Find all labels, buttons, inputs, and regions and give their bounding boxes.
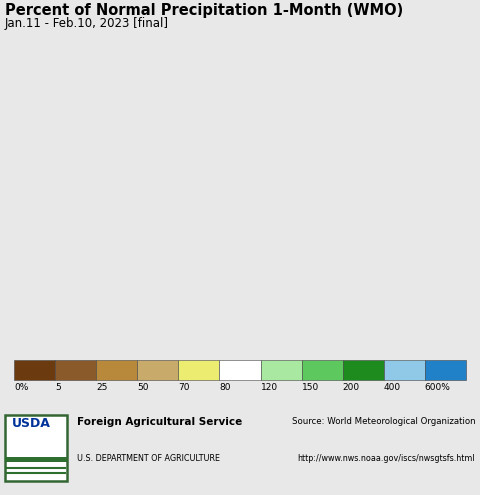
Bar [425,360,466,381]
Bar [55,360,96,381]
Text: Jan.11 - Feb.10, 2023 [final]: Jan.11 - Feb.10, 2023 [final] [5,17,169,30]
Bar [14,360,55,381]
Text: Source: World Meteorological Organization: Source: World Meteorological Organizatio… [291,417,475,426]
Text: 120: 120 [261,383,277,392]
Bar [96,360,137,381]
Text: 150: 150 [301,383,319,392]
Text: 70: 70 [179,383,190,392]
Text: Foreign Agricultural Service: Foreign Agricultural Service [77,417,242,427]
Text: 600%: 600% [425,383,450,392]
Text: 0%: 0% [14,383,29,392]
Text: 80: 80 [219,383,231,392]
Text: 5: 5 [55,383,61,392]
Bar [5,456,67,462]
Bar [384,360,425,381]
Text: 400: 400 [384,383,401,392]
Bar [179,360,219,381]
Text: 25: 25 [96,383,108,392]
Text: http://www.nws.noaa.gov/iscs/nwsgtsfs.html: http://www.nws.noaa.gov/iscs/nwsgtsfs.ht… [298,454,475,463]
Bar [343,360,384,381]
Text: USDA: USDA [12,417,51,430]
Bar [137,360,179,381]
Text: Percent of Normal Precipitation 1-Month (WMO): Percent of Normal Precipitation 1-Month … [5,3,403,18]
Bar [261,360,301,381]
Text: 50: 50 [137,383,149,392]
Text: 200: 200 [343,383,360,392]
Bar [301,360,343,381]
Bar [219,360,261,381]
Text: U.S. DEPARTMENT OF AGRICULTURE: U.S. DEPARTMENT OF AGRICULTURE [77,454,220,463]
